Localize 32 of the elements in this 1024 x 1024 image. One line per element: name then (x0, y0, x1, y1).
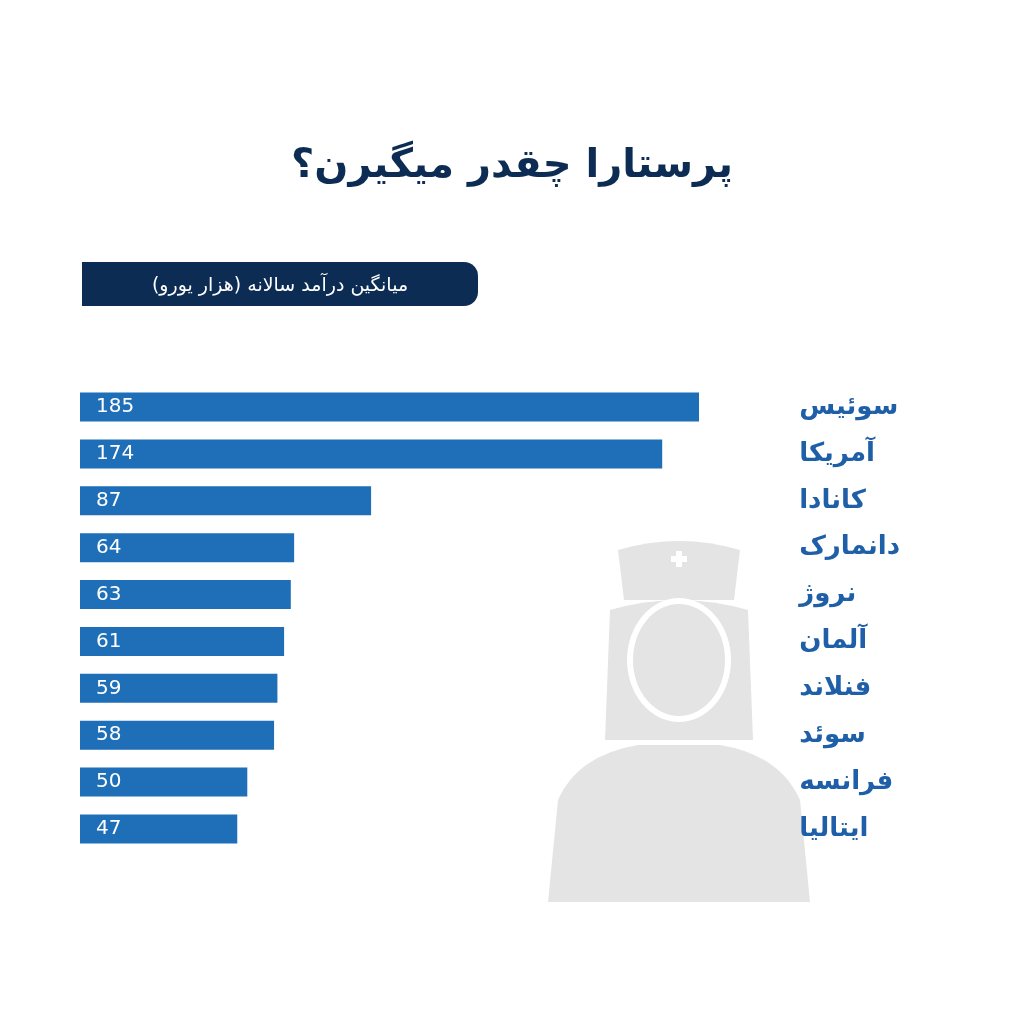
data-label: 58 (96, 721, 122, 746)
bar (80, 626, 285, 656)
data-label: 61 (96, 627, 122, 652)
data-label: 63 (96, 580, 122, 605)
data-label: 174 (96, 440, 135, 465)
data-label: 185 (96, 393, 135, 418)
data-label: 87 (96, 487, 122, 511)
bar (80, 720, 275, 750)
chart-title: پرستارا چقدر میگیرن؟ (290, 140, 734, 186)
bar (80, 439, 663, 469)
bar (80, 486, 372, 516)
y-tick-label: سوئد (799, 717, 866, 749)
data-label: 64 (96, 533, 122, 558)
y-tick-label: آلمان (799, 623, 869, 655)
data-label: 59 (96, 674, 122, 699)
y-tick-label: ایتالیا (799, 811, 869, 842)
y-tick-label: سوئیس (799, 389, 899, 421)
y-tick-label: فنلاند (799, 671, 872, 702)
bar (80, 814, 238, 844)
bar (80, 580, 291, 610)
data-label: 47 (96, 815, 122, 840)
y-tick-label: کانادا (799, 483, 867, 514)
y-tick-label: دانمارک (799, 530, 901, 561)
bar (80, 533, 295, 563)
bar (80, 392, 700, 422)
chart-subtitle: میانگین درآمد سالانه (هزار یورو) (82, 262, 478, 306)
y-tick-label: فرانسه (799, 764, 894, 796)
y-tick-label: نروژ (797, 577, 857, 609)
y-tick-label: آمریکا (799, 435, 877, 468)
bar (80, 767, 248, 797)
data-label: 50 (96, 768, 122, 793)
bar (80, 673, 278, 703)
